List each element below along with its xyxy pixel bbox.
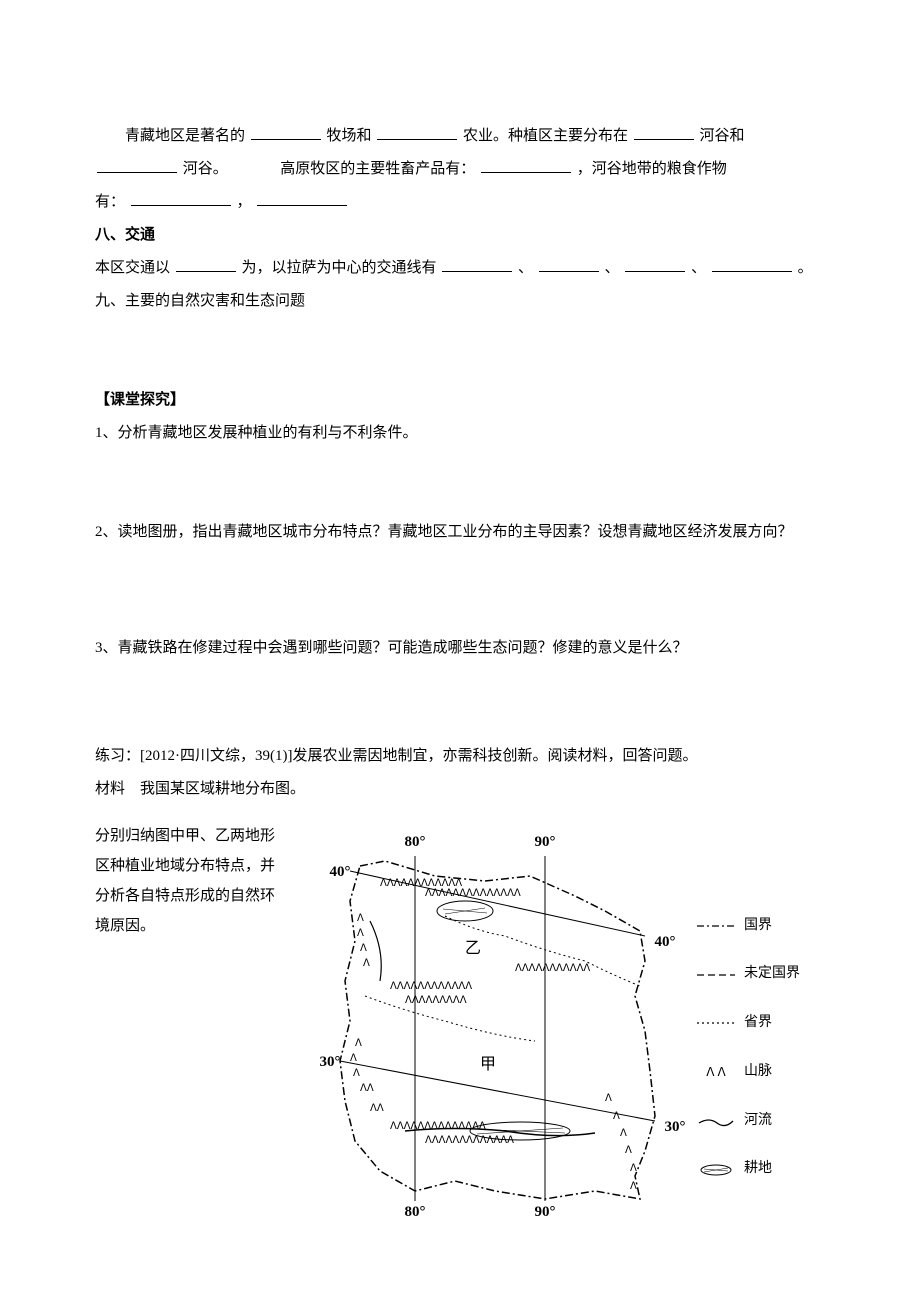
blank	[257, 190, 347, 207]
text: 青藏地区是著名的	[125, 128, 245, 144]
text: 有：	[95, 194, 125, 210]
section-8-title: 八、交通	[95, 219, 825, 252]
legend-item: 未定国界	[696, 959, 800, 990]
explore-q3: 3、青藏铁路在修建过程中会遇到哪些问题？可能造成哪些生态问题？修建的意义是什么？	[95, 632, 825, 665]
legend-label: 省界	[744, 1008, 772, 1039]
blank	[442, 256, 512, 273]
svg-text:ᐱᐱᐱᐱᐱᐱᐱᐱᐱᐱᐱᐱᐱ: ᐱᐱᐱᐱᐱᐱᐱᐱᐱᐱᐱᐱᐱ	[425, 1135, 514, 1146]
svg-text:ᐱ: ᐱ	[630, 1181, 637, 1192]
svg-text:ᐱ: ᐱ	[355, 1038, 362, 1049]
agriculture-paragraph-line3: 有： ，	[95, 186, 825, 219]
text: 本区交通以	[95, 260, 170, 276]
blank	[712, 256, 792, 273]
blank	[251, 124, 321, 141]
lat-label: 30°	[665, 1119, 686, 1135]
legend-label: 未定国界	[744, 959, 800, 990]
agriculture-paragraph-line2: 河谷。 高原牧区的主要牲畜产品有： ，河谷地带的粮食作物	[95, 153, 825, 186]
svg-text:ᐱ: ᐱ	[625, 1145, 632, 1156]
svg-text:ᐱᐱᐱᐱᐱᐱᐱᐱᐱᐱᐱᐱ: ᐱᐱᐱᐱᐱᐱᐱᐱᐱᐱᐱᐱ	[390, 981, 472, 992]
lon-label: 90°	[535, 834, 556, 850]
blank	[539, 256, 599, 273]
grid-line	[340, 1061, 655, 1121]
farmland-icon	[696, 1163, 736, 1177]
lat-label: 40°	[330, 864, 351, 880]
blank	[97, 157, 177, 174]
text: 、	[691, 260, 706, 276]
lat-label: 30°	[320, 1054, 341, 1070]
text: 、	[518, 260, 533, 276]
legend-label: 国界	[744, 911, 772, 942]
legend-label: 山脉	[744, 1057, 772, 1088]
national-border	[340, 861, 655, 1199]
lon-label: 80°	[405, 834, 426, 850]
legend-label: 河流	[744, 1106, 772, 1137]
text: 牧场和	[327, 128, 372, 144]
text: 。	[798, 260, 813, 276]
blank	[634, 124, 694, 141]
undef-border-icon	[696, 970, 736, 980]
farmland-area	[437, 901, 493, 921]
text: 农业。种植区主要分布在	[463, 128, 628, 144]
legend-item: 河流	[696, 1106, 800, 1137]
svg-text:ᐱ: ᐱ	[613, 1111, 620, 1122]
national-border-icon	[696, 921, 736, 931]
map-question-text: 分别归纳图中甲、乙两地形区种植业地域分布特点，并分析各自特点形成的自然环境原因。	[95, 821, 295, 941]
svg-text:ᐱᐱᐱᐱᐱᐱᐱᐱᐱᐱᐱ: ᐱᐱᐱᐱᐱᐱᐱᐱᐱᐱᐱ	[515, 963, 590, 974]
legend-item: 省界	[696, 1008, 800, 1039]
svg-text:ᐱ: ᐱ	[630, 1163, 637, 1174]
river	[370, 921, 381, 981]
svg-text:ᐱ: ᐱ	[353, 1068, 360, 1079]
region-label-jia: 甲	[480, 1056, 496, 1073]
svg-text:ᐱᐱᐱᐱᐱᐱᐱᐱᐱᐱᐱᐱᐱᐱ: ᐱᐱᐱᐱᐱᐱᐱᐱᐱᐱᐱᐱᐱᐱ	[425, 888, 521, 899]
svg-text:ᐱᐱᐱᐱᐱᐱᐱᐱᐱᐱᐱᐱᐱᐱ: ᐱᐱᐱᐱᐱᐱᐱᐱᐱᐱᐱᐱᐱᐱ	[390, 1121, 486, 1132]
text: 为，以拉萨为中心的交通线有	[242, 260, 437, 276]
svg-text:ᐱ: ᐱ	[620, 1128, 627, 1139]
region-label-yi: 乙	[465, 940, 481, 957]
blank	[377, 124, 457, 141]
legend-item: ᐱ ᐱ 山脉	[696, 1057, 800, 1088]
explore-q2: 2、读地图册，指出青藏地区城市分布特点？青藏地区工业分布的主导因素？设想青藏地区…	[95, 516, 825, 549]
practice-line1: 练习：[2012·四川文综，39(1)]发展农业需因地制宜，亦需科技创新。阅读材…	[95, 740, 825, 773]
blank	[131, 190, 231, 207]
map-legend: 国界 未定国界 省界 ᐱ ᐱ 山脉	[696, 911, 800, 1186]
province-border-icon	[696, 1018, 736, 1028]
svg-text:ᐱ: ᐱ	[605, 1093, 612, 1104]
river-icon	[696, 1115, 736, 1127]
blank	[176, 256, 236, 273]
text: ，河谷地带的粮食作物	[577, 161, 727, 177]
agriculture-paragraph: 青藏地区是著名的 牧场和 农业。种植区主要分布在 河谷和	[95, 120, 825, 153]
blank	[625, 256, 685, 273]
svg-text:ᐱ: ᐱ	[357, 928, 364, 939]
svg-text:ᐱ: ᐱ	[360, 943, 367, 954]
explore-q1: 1、分析青藏地区发展种植业的有利与不利条件。	[95, 417, 825, 450]
svg-text:ᐱᐱ: ᐱᐱ	[360, 1083, 374, 1094]
map-diagram: 80° 90° 40° 30° 40° 30° 80° 90° ᐱᐱ	[295, 821, 795, 1221]
text: ，	[237, 194, 252, 210]
text: 、	[605, 260, 620, 276]
lon-label: 90°	[535, 1204, 556, 1220]
practice-line2: 材料 我国某区域耕地分布图。	[95, 773, 825, 806]
map-section: 分别归纳图中甲、乙两地形区种植业地域分布特点，并分析各自特点形成的自然环境原因。…	[95, 821, 825, 1221]
blank	[481, 157, 571, 174]
text: 河谷和	[700, 128, 745, 144]
lon-label: 80°	[405, 1204, 426, 1220]
mountain-icon: ᐱ ᐱ	[696, 1059, 736, 1085]
svg-text:ᐱᐱᐱᐱᐱᐱᐱᐱᐱ: ᐱᐱᐱᐱᐱᐱᐱᐱᐱ	[405, 995, 467, 1006]
lat-label: 40°	[655, 934, 676, 950]
legend-item: 耕地	[696, 1154, 800, 1185]
explore-title: 【课堂探究】	[95, 384, 825, 417]
svg-text:ᐱ: ᐱ	[357, 913, 364, 924]
legend-label: 耕地	[744, 1154, 772, 1185]
svg-text:ᐱ: ᐱ	[363, 958, 370, 969]
text: 高原牧区的主要牲畜产品有：	[280, 161, 475, 177]
text: 河谷。	[183, 161, 228, 177]
legend-item: 国界	[696, 911, 800, 942]
svg-text:ᐱ: ᐱ	[350, 1053, 357, 1064]
svg-text:ᐱᐱ: ᐱᐱ	[370, 1103, 384, 1114]
transport-paragraph: 本区交通以 为，以拉萨为中心的交通线有 、 、 、 。	[95, 252, 825, 285]
section-9-title: 九、主要的自然灾害和生态问题	[95, 285, 825, 318]
